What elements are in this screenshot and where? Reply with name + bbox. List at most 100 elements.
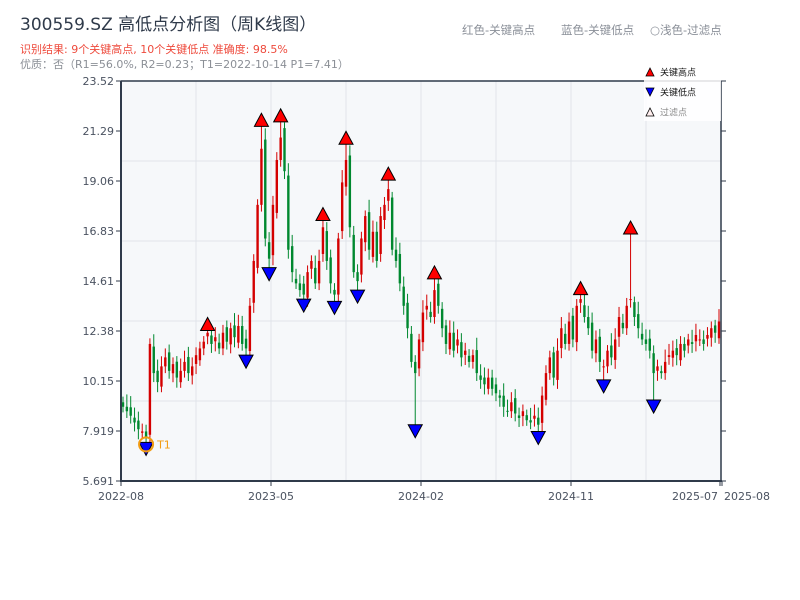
candle-up: [164, 357, 167, 367]
candle-up: [448, 332, 452, 350]
candle-up: [317, 260, 321, 284]
candle-down: [506, 410, 509, 412]
candle-down: [167, 352, 171, 371]
candle-down: [298, 283, 302, 291]
candle-up: [613, 339, 617, 360]
candle-down: [144, 431, 148, 439]
key-high-marker: [426, 264, 443, 280]
candle-down: [410, 333, 413, 362]
candle-down: [390, 197, 394, 250]
key-high-marker: [199, 316, 216, 331]
candle-down: [571, 315, 575, 340]
candle-up: [198, 348, 202, 361]
candle-down: [398, 253, 402, 284]
candle-down: [264, 139, 267, 239]
candle-down: [648, 338, 651, 351]
candle-down: [590, 322, 594, 351]
legend-red-note: 红色-关键高点: [462, 23, 536, 37]
candle-down: [529, 420, 532, 423]
t1-label: T1: [156, 438, 171, 451]
candle-up: [417, 339, 421, 369]
key-low-marker: [645, 399, 662, 415]
candle-down: [494, 384, 498, 394]
candle-down: [217, 342, 221, 349]
candle-down: [367, 212, 371, 250]
candle-down: [394, 249, 398, 261]
candle-down: [490, 377, 494, 389]
candle-up: [260, 148, 263, 205]
candle-up: [160, 366, 163, 387]
candle-down: [333, 289, 336, 295]
candle-up: [698, 339, 701, 341]
candle-down: [690, 342, 694, 344]
candle-up: [464, 350, 467, 355]
candle-down: [525, 415, 528, 421]
legend-blue-note: 蓝色-关键低点: [561, 23, 635, 37]
candle-down: [467, 355, 471, 362]
candle-down: [444, 325, 448, 344]
candle-down: [452, 332, 455, 351]
candle-down: [137, 420, 140, 430]
legend-box: [644, 63, 721, 121]
key-low-marker: [407, 424, 424, 439]
candle-up: [533, 415, 536, 419]
candle-down: [290, 246, 294, 273]
x-tick-label: 2022-08: [98, 490, 144, 503]
candle-up: [306, 272, 309, 298]
candle-up: [275, 159, 279, 213]
x-tick-label: 2023-05: [248, 490, 294, 503]
key-high-marker: [622, 219, 639, 235]
legend-marker-0: [645, 67, 655, 77]
quality-summary: 优质：否（R1=56.0%, R2=0.23；T1=2022-10-14 P1=…: [20, 58, 349, 71]
candle-up: [606, 350, 609, 367]
candle-down: [187, 356, 190, 374]
candle-down: [498, 395, 502, 398]
y-tick-label: 16.83: [83, 225, 115, 238]
candle-down: [502, 395, 505, 407]
candle-down: [121, 402, 125, 407]
key-high-marker: [380, 166, 397, 181]
candle-down: [325, 231, 328, 261]
candle-up: [663, 361, 667, 374]
candle-down: [479, 375, 482, 380]
candle-up: [625, 305, 628, 329]
candle-up: [540, 395, 544, 423]
candle-up: [548, 357, 552, 374]
candle-up: [248, 305, 252, 352]
candle-up: [379, 216, 382, 254]
candle-up: [371, 231, 375, 257]
candle-down: [241, 325, 244, 344]
candle-up: [671, 350, 675, 358]
candle-down: [133, 417, 136, 423]
legend-label: 过滤点: [660, 107, 687, 119]
candle-down: [660, 371, 663, 374]
y-tick-label: 14.61: [83, 275, 115, 288]
x-tick-label: 2024-02: [398, 490, 444, 503]
candle-up: [706, 334, 709, 339]
candle-down: [267, 242, 271, 259]
candle-up: [237, 325, 240, 343]
candle-up: [171, 364, 175, 374]
candle-up: [544, 373, 548, 400]
key-low-marker: [349, 289, 366, 305]
candle-down: [233, 325, 236, 338]
candle-up: [179, 370, 182, 383]
candle-up: [252, 260, 255, 303]
candle-down: [244, 338, 248, 349]
candle-up: [556, 350, 559, 380]
candle-down: [210, 335, 213, 344]
candle-up: [387, 189, 390, 201]
candle-up: [337, 238, 340, 295]
candle-down: [460, 342, 463, 358]
candle-down: [406, 302, 409, 329]
candle-down: [702, 339, 705, 344]
key-low-marker: [326, 300, 343, 316]
candle-up: [594, 339, 598, 354]
candle-up: [579, 299, 582, 303]
candle-up: [567, 321, 571, 344]
candle-up: [321, 227, 325, 254]
candle-up: [575, 305, 578, 343]
candle-down: [302, 283, 305, 295]
candle-up: [256, 204, 259, 268]
